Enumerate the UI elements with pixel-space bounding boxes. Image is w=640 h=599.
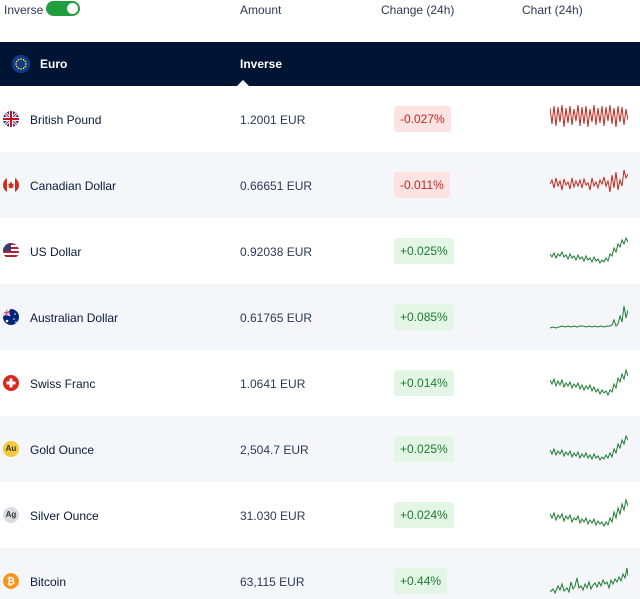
base-currency-row: Euro Inverse	[0, 42, 640, 86]
sparkline-chart	[550, 434, 628, 461]
inverse-toggle-label: Inverse	[4, 3, 44, 17]
svg-text:₿: ₿	[7, 576, 15, 588]
change-badge: +0.085%	[394, 304, 454, 330]
currency-name: Bitcoin	[30, 575, 67, 589]
sparkline-chart	[550, 236, 628, 264]
table-row[interactable]: Swiss Franc 1.0641 EUR +0.014%	[0, 350, 640, 416]
currency-amount: 0.66651 EUR	[240, 179, 313, 193]
table-row[interactable]: British Pound 1.2001 EUR -0.027%	[0, 86, 640, 152]
currency-name: Australian Dollar	[30, 311, 119, 325]
change-badge: -0.027%	[394, 106, 451, 132]
currency-name: Canadian Dollar	[30, 179, 117, 193]
uk-flag-icon	[3, 111, 19, 127]
inverse-toggle[interactable]	[46, 1, 80, 16]
table-header: Inverse Amount Change (24h) Chart (24h)	[0, 0, 640, 42]
change-badge: -0.011%	[394, 172, 450, 198]
change-badge: +0.014%	[394, 370, 454, 396]
sparkline-chart	[550, 104, 628, 128]
table-row[interactable]: Au Gold Ounce 2,504.7 EUR +0.025%	[0, 416, 640, 482]
eu-flag-icon	[12, 55, 30, 73]
currency-amount: 1.0641 EUR	[240, 377, 306, 391]
currency-name: Silver Ounce	[30, 509, 99, 523]
sparkline-chart	[550, 305, 628, 329]
table-row[interactable]: Ag Silver Ounce 31.030 EUR +0.024%	[0, 482, 640, 548]
currency-amount: 1.2001 EUR	[240, 113, 306, 127]
base-inverse-label: Inverse	[240, 57, 283, 71]
bitcoin-icon: ₿	[3, 573, 19, 589]
us-flag-icon	[3, 243, 19, 259]
currency-name: US Dollar	[30, 245, 82, 259]
currency-amount: 31.030 EUR	[240, 509, 306, 523]
sparkline-chart	[550, 169, 628, 193]
silver-icon: Ag	[3, 507, 19, 523]
swiss-flag-icon	[3, 375, 19, 391]
column-header-change: Change (24h)	[381, 3, 455, 17]
table-row[interactable]: Australian Dollar 0.61765 EUR +0.085%	[0, 284, 640, 350]
sparkline-chart	[550, 567, 628, 595]
table-row[interactable]: Canadian Dollar 0.66651 EUR -0.011%	[0, 152, 640, 218]
currency-amount: 0.61765 EUR	[240, 311, 313, 325]
currency-amount: 2,504.7 EUR	[240, 443, 309, 457]
currency-amount: 63,115 EUR	[240, 575, 305, 589]
currency-name: Swiss Franc	[30, 377, 96, 391]
change-badge: +0.024%	[394, 502, 454, 528]
column-header-amount: Amount	[240, 3, 282, 17]
change-badge: +0.025%	[394, 436, 454, 462]
column-header-chart: Chart (24h)	[522, 3, 583, 17]
australia-flag-icon	[3, 309, 19, 325]
gold-icon: Au	[3, 441, 19, 457]
currency-list: British Pound 1.2001 EUR -0.027% Canadia…	[0, 86, 640, 599]
table-row[interactable]: ₿ Bitcoin 63,115 EUR +0.44%	[0, 548, 640, 599]
change-badge: +0.44%	[394, 568, 448, 594]
toggle-knob	[67, 3, 78, 14]
canada-flag-icon	[3, 177, 19, 193]
currency-name: Gold Ounce	[30, 443, 95, 457]
change-badge: +0.025%	[394, 238, 454, 264]
table-row[interactable]: US Dollar 0.92038 EUR +0.025%	[0, 218, 640, 284]
currency-name: British Pound	[30, 113, 102, 127]
caret-indicator	[237, 80, 249, 86]
base-currency-name: Euro	[40, 57, 68, 71]
sparkline-chart	[550, 368, 628, 397]
sparkline-chart	[550, 498, 628, 528]
currency-amount: 0.92038 EUR	[240, 245, 313, 259]
